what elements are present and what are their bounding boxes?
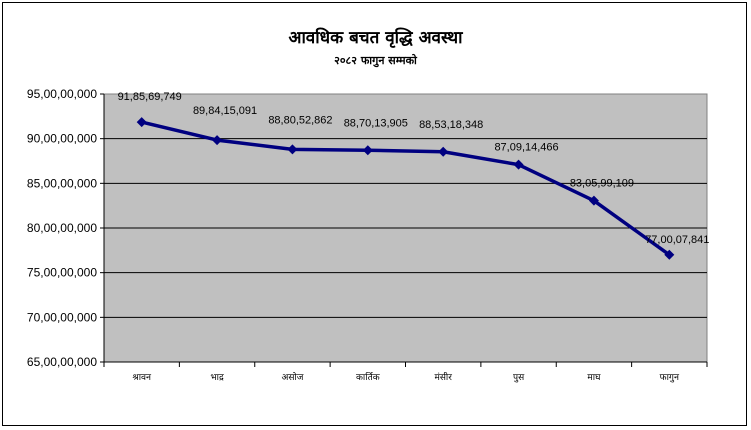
series-line	[141, 120, 671, 257]
y-tick-label: 65,00,00,000	[27, 355, 97, 369]
data-point	[287, 144, 298, 155]
x-tick-label: मंसीर	[434, 371, 452, 383]
x-tick-label: कार्तिक	[356, 371, 381, 383]
y-tick-label: 90,00,00,000	[27, 132, 97, 146]
data-label: 77,00,07,841	[645, 234, 709, 246]
x-tick-label: श्रावन	[132, 373, 152, 383]
y-tick-label: 80,00,00,000	[27, 221, 97, 235]
x-tick-label: फागुन	[660, 373, 680, 383]
data-point	[513, 159, 524, 170]
y-tick-label: 85,00,00,000	[27, 176, 97, 190]
y-tick-label: 95,00,00,000	[27, 87, 97, 101]
data-markers	[136, 117, 675, 260]
data-point	[362, 145, 373, 156]
data-labels: 91,85,69,749 89,84,15,091 88,80,52,862 88,7…	[118, 91, 710, 246]
x-tick-label: पुस	[513, 373, 525, 383]
x-tick-label: असोज	[281, 371, 303, 383]
data-label: 88,70,13,905	[344, 117, 408, 129]
data-point	[588, 195, 599, 206]
y-tick-label: 70,00,00,000	[27, 310, 97, 324]
chart-subtitle: २०८२ फागुन सम्मको	[334, 54, 417, 67]
data-label: 87,09,14,466	[494, 142, 558, 154]
y-tick-label: 75,00,00,000	[27, 266, 97, 280]
x-tick-label: माघ	[587, 373, 601, 383]
data-label: 83,05,99,109	[570, 178, 634, 190]
data-point	[438, 146, 449, 157]
data-point	[212, 135, 223, 146]
data-point	[136, 117, 147, 128]
data-label: 88,80,52,862	[268, 114, 332, 126]
data-label: 88,53,18,348	[419, 119, 483, 131]
x-axis-ticks: श्रावन भाद्र असोज कार्तिक मंसीर पुस माघ फागुन	[103, 362, 708, 383]
y-axis-ticks: 65,00,00,000 70,00,00,000 75,00,00,000 80,0…	[27, 87, 104, 369]
data-point	[664, 249, 675, 260]
x-tick-label: भाद्र	[210, 373, 224, 383]
chart-title: आवधिक बचत वृद्धि अवस्था	[288, 28, 463, 48]
data-label: 91,85,69,749	[118, 91, 182, 103]
data-label: 89,84,15,091	[193, 105, 257, 117]
